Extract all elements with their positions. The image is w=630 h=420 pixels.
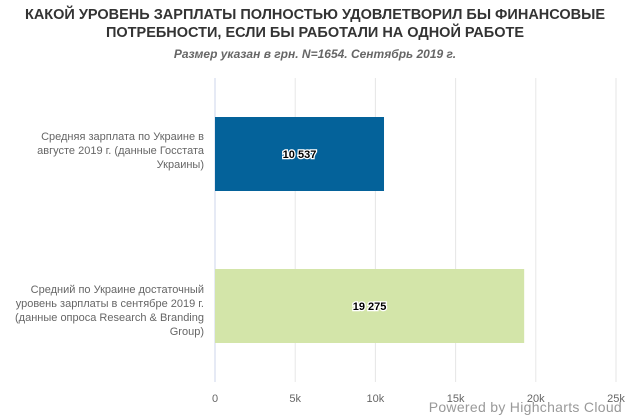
data-label: 10 537: [283, 149, 317, 161]
x-tick-label: 5k: [289, 393, 301, 405]
x-tick-label: 20k: [527, 393, 545, 405]
data-label: 19 275: [353, 301, 387, 313]
x-tick-label: 10k: [367, 393, 385, 405]
credits-link[interactable]: Powered by Highcharts Cloud: [428, 399, 622, 415]
chart-subtitle: Размер указан в грн. N=1654. Сентябрь 20…: [173, 47, 457, 61]
x-tick-label: 25k: [607, 393, 625, 405]
x-tick-label: 0: [212, 393, 218, 405]
category-label-official-salary: Средняя зарплата по Украине в августе 20…: [37, 131, 204, 171]
chart-title: КАКОЙ УРОВЕНЬ ЗАРПЛАТЫ ПОЛНОСТЬЮ УДОВЛЕТ…: [24, 7, 605, 41]
bar: [215, 269, 525, 343]
bar: [215, 117, 385, 191]
x-tick-label: 15k: [447, 393, 465, 405]
category-label-sufficient-salary: Средний по Украине достаточный уровень з…: [15, 284, 204, 338]
